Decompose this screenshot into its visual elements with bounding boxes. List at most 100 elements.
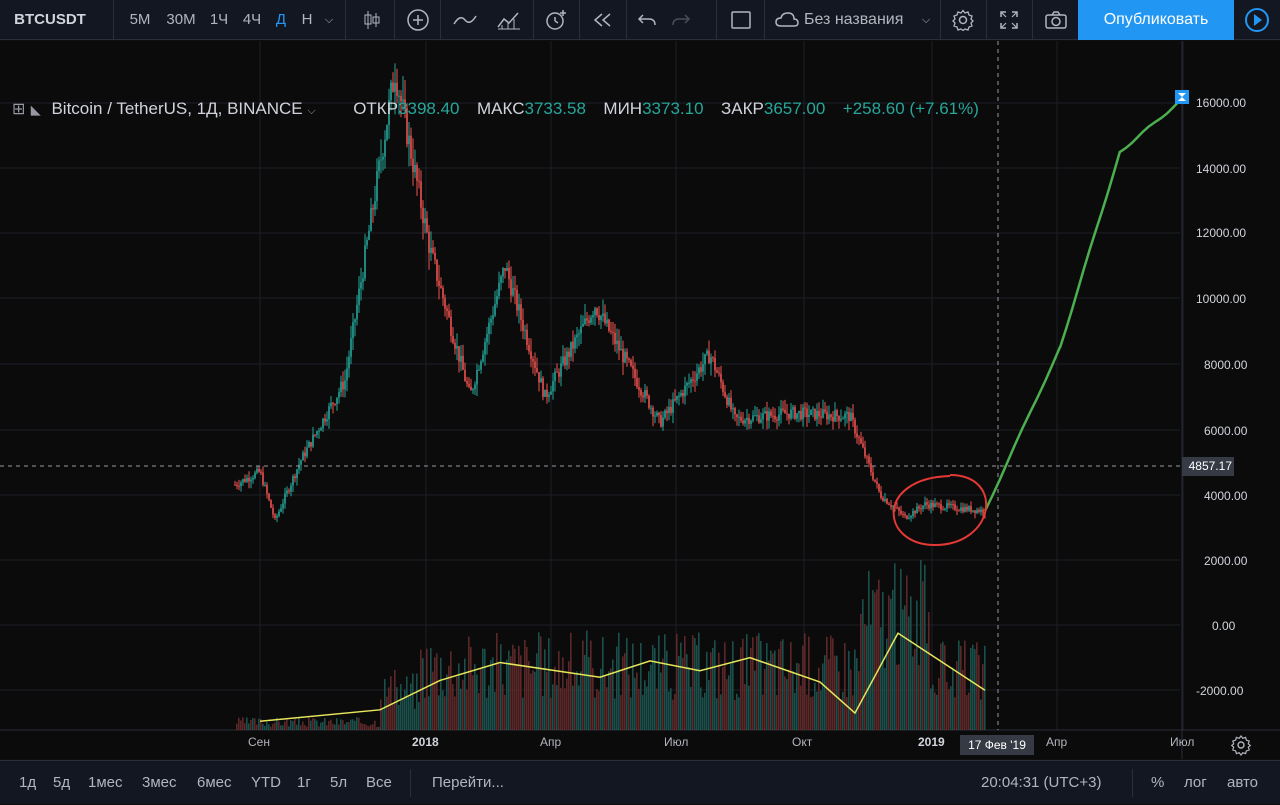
alert-icon[interactable] [536,0,576,40]
volume-bar [376,726,378,730]
volume-bar [632,643,634,730]
crosshair-price-tag: 4857.17 [1182,457,1234,476]
volume-bar [604,675,606,730]
cloud-icon[interactable] [770,0,804,40]
volume-bar [326,725,328,730]
range-ytd[interactable]: YTD [251,774,281,791]
candle-body [940,504,942,510]
candle-body [910,516,912,518]
fullscreen-layout-icon[interactable] [722,0,760,40]
percent-scale-toggle[interactable]: % [1151,774,1165,791]
timeframe-5m[interactable]: 5М [129,11,151,28]
price-axis-label: 12000.00 [1196,226,1247,240]
volume-bar [732,641,734,730]
log-scale-toggle[interactable]: лог [1184,774,1207,791]
volume-bar [446,674,448,730]
publish-button[interactable]: Опубликовать [1078,0,1234,40]
volume-bar [480,668,482,730]
play-icon[interactable] [1234,0,1280,40]
volume-bar [290,720,292,730]
candle-body [302,452,304,461]
timeframe-dropdown-icon[interactable]: ⌵ [324,14,334,26]
timeframe-day[interactable]: Д [275,11,287,28]
candles-icon[interactable] [352,0,392,40]
layout-name-button[interactable]: Без названия [804,11,904,28]
range-all[interactable]: Все [366,774,392,791]
volume-bar [960,645,962,730]
candle-body [904,514,906,516]
volume-bar [510,656,512,730]
price-axis-label: 2000.00 [1204,554,1248,568]
range-1y[interactable]: 1г [297,774,311,791]
settings-gear-icon[interactable] [944,0,982,40]
timeframe-4h[interactable]: 4Ч [242,11,262,28]
chart-settings-gear-icon[interactable] [1230,734,1252,756]
indicators-icon[interactable] [446,0,484,40]
timezone-clock[interactable]: 20:04:31 (UTC+3) [981,774,1102,791]
volume-bar [402,698,404,730]
candle-body [578,333,580,335]
volume-bar [346,722,348,730]
candle-body [642,395,644,398]
symbol-search-button[interactable]: BTCUSDT [14,11,86,28]
fullscreen-icon[interactable] [990,0,1028,40]
divider [1032,0,1033,40]
candle-body [482,354,484,362]
candle-body [492,315,494,319]
candle-body [912,511,914,517]
range-6m[interactable]: 6мес [197,774,232,791]
range-3m[interactable]: 3мес [142,774,177,791]
volume-bar [378,726,380,730]
undo-icon[interactable] [630,0,664,40]
legend-grid-icon[interactable]: ⊞ [12,101,26,118]
legend-chevron-icon[interactable]: ⌵ [307,105,316,117]
goto-date-button[interactable]: Перейти... [432,774,504,791]
volume-bar [630,697,632,730]
price-axis-label: 4000.00 [1204,489,1248,503]
range-1d[interactable]: 1д [19,774,37,791]
volume-bar [860,613,862,730]
camera-snapshot-icon[interactable] [1036,0,1076,40]
volume-bar [930,688,932,730]
timeframe-30m[interactable]: 30М [166,11,196,28]
volume-bar [288,726,290,730]
timeframe-1h[interactable]: 1Ч [209,11,229,28]
volume-bar [424,697,426,730]
chevron-down-icon[interactable]: ⌵ [921,14,931,26]
candle-body [268,493,270,500]
candle-body [394,82,396,92]
price-candles [234,63,986,523]
candle-body [922,505,924,510]
volume-bar [300,725,302,730]
volume-bar [242,717,244,730]
candle-body [298,464,300,470]
candle-body [464,369,466,382]
timeframe-week[interactable]: Н [301,11,313,28]
candle-body [860,438,862,444]
range-5y[interactable]: 5л [330,774,348,791]
redo-icon[interactable] [664,0,698,40]
candle-body [670,407,672,413]
candle-body [326,419,328,422]
legend-symbol-title[interactable]: Bitcoin / TetherUS, 1Д, BINANCE [51,99,303,118]
compare-icon[interactable] [490,0,528,40]
auto-scale-toggle[interactable]: авто [1227,774,1259,791]
volume-bar [606,687,608,730]
range-1m[interactable]: 1мес [88,774,123,791]
candle-body [442,287,444,299]
candle-body [512,288,514,296]
legend-close-value: 3657.00 [763,99,826,118]
volume-bar [554,666,556,730]
range-5d[interactable]: 5д [53,774,71,791]
candle-body [418,180,420,182]
volume-bar [460,688,462,730]
replay-icon[interactable] [584,0,622,40]
candle-body [786,413,788,415]
candle-body [896,507,898,509]
volume-bar [588,657,590,730]
chart-area[interactable]: ⊞ ◣ Bitcoin / TetherUS, 1Д, BINANCE ⌵ ОТ… [0,41,1280,759]
add-indicator-icon[interactable] [398,0,438,40]
candle-body [568,351,570,357]
volume-bar [614,698,616,730]
volume-bar [316,720,318,730]
